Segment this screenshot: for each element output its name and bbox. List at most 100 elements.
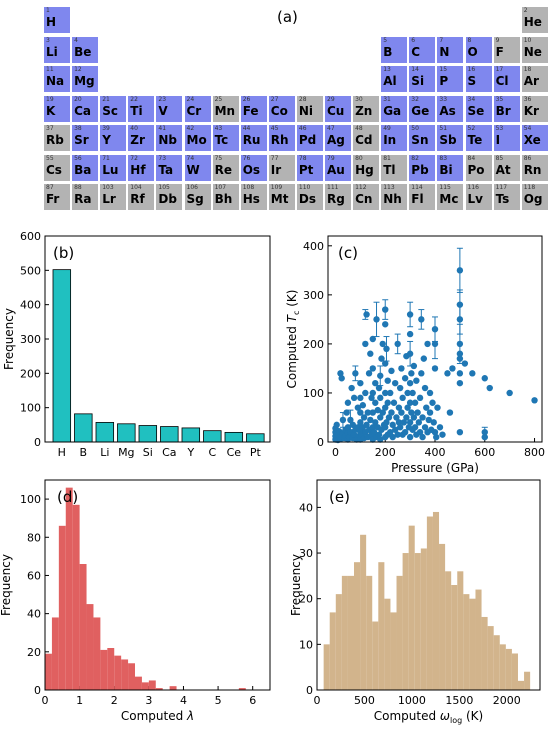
element-cell-mg: 12 Mg	[71, 65, 100, 93]
element-cell-i: 53 I	[492, 124, 521, 152]
x-label-symbol: λ	[186, 709, 194, 723]
data-point	[431, 340, 439, 348]
data-point	[456, 267, 464, 274]
element-cell-fe: 26 Fe	[239, 94, 268, 123]
bar-ce	[224, 431, 244, 443]
y-axis-label: Frequency	[289, 554, 303, 616]
element-number: 37	[46, 125, 54, 132]
element-cell-cl: 17 Cl	[492, 65, 521, 93]
hist-bar	[86, 604, 94, 690]
x-tick-label: 800	[524, 446, 545, 459]
hist-bar	[329, 612, 336, 690]
element-number: 112	[355, 184, 367, 191]
data-point	[382, 389, 389, 397]
x-tick-label: Y	[186, 446, 194, 459]
element-symbol: Cn	[355, 192, 373, 206]
data-point	[338, 375, 345, 382]
element-number: 51	[439, 125, 448, 132]
element-number: 50	[411, 125, 419, 132]
data-point	[396, 384, 404, 392]
element-cell-ba: 56 Ba	[71, 153, 100, 182]
element-number: 110	[298, 184, 311, 191]
x-tick-label: Ca	[162, 446, 176, 459]
data-point	[418, 316, 425, 323]
element-cell-be: 4 Be	[71, 35, 100, 64]
x-tick-label: 0	[42, 694, 49, 707]
element-number: 108	[242, 184, 255, 191]
element-number: 55	[46, 154, 54, 162]
data-point	[369, 424, 376, 431]
element-cell-hf: 72 Hf	[127, 153, 156, 182]
data-point	[360, 414, 368, 421]
panel-e-label: (e)	[329, 488, 350, 506]
data-point	[486, 384, 493, 392]
element-symbol: Ga	[383, 103, 402, 118]
data-point	[388, 367, 395, 375]
hist-bar	[121, 659, 129, 690]
data-point	[394, 340, 401, 348]
y-label-unit: (K)	[285, 290, 299, 311]
element-symbol: K	[46, 103, 56, 118]
hist-bar	[148, 680, 156, 690]
element-number: 20	[74, 95, 82, 103]
x-label-unit: (K)	[462, 709, 483, 723]
hist-bar	[439, 543, 446, 690]
element-cell-pb: 82 Pb	[408, 153, 437, 182]
element-cell-co: 27 Co	[267, 94, 296, 123]
element-symbol: Lv	[467, 192, 483, 206]
element-symbol: Pb	[411, 162, 429, 177]
element-cell-po: 84 Po	[464, 153, 493, 182]
x-tick-label: 600	[474, 446, 495, 459]
element-cell-sn: 50 Sn	[408, 124, 437, 152]
hist-bar	[524, 671, 531, 690]
element-symbol: F	[495, 44, 504, 59]
data-point	[406, 350, 414, 357]
element-cell-s: 16 S	[464, 65, 493, 93]
element-symbol: Ag	[327, 133, 345, 147]
element-number: 4	[74, 36, 78, 44]
bar-ca	[160, 426, 179, 443]
data-point	[348, 384, 355, 392]
element-symbol: Bh	[214, 192, 233, 206]
data-point	[382, 424, 389, 431]
data-point	[414, 409, 421, 416]
data-point	[379, 340, 386, 348]
element-symbol: Ge	[411, 103, 430, 118]
x-tick-label: C	[208, 446, 216, 459]
element-symbol: Og	[523, 192, 543, 206]
data-point	[377, 414, 384, 421]
element-number: 43	[214, 125, 223, 132]
element-symbol: Hs	[242, 192, 260, 206]
element-number: 5	[383, 36, 388, 44]
element-symbol: Ra	[74, 192, 92, 206]
data-point	[421, 424, 429, 431]
element-cell-ga: 31 Ga	[380, 94, 409, 123]
hist-bar	[341, 575, 348, 690]
hist-bar	[469, 598, 476, 690]
y-tick-label: 60	[27, 569, 41, 582]
element-symbol: Lu	[102, 162, 119, 177]
element-symbol: Rh	[270, 133, 289, 147]
hist-bar	[107, 648, 115, 690]
y-label-symbol: T	[285, 313, 299, 322]
element-number: 88	[74, 184, 82, 191]
data-point	[394, 431, 401, 438]
element-cell-at: 85 At	[492, 153, 521, 182]
data-point	[378, 355, 385, 362]
hist-bar	[402, 553, 409, 690]
element-symbol: Ds	[298, 192, 316, 206]
element-symbol: Sr	[74, 133, 89, 147]
bar-h	[52, 269, 72, 443]
element-symbol: Ir	[270, 162, 282, 177]
element-symbol: O	[467, 44, 478, 59]
element-cell-ts: 117 Ts	[492, 183, 521, 211]
data-point	[395, 419, 403, 426]
element-cell-li: 3 Li	[43, 35, 71, 64]
element-cell-fl: 114 Fl	[408, 183, 437, 211]
data-point	[431, 325, 439, 333]
x-tick-label: Pt	[250, 446, 262, 459]
